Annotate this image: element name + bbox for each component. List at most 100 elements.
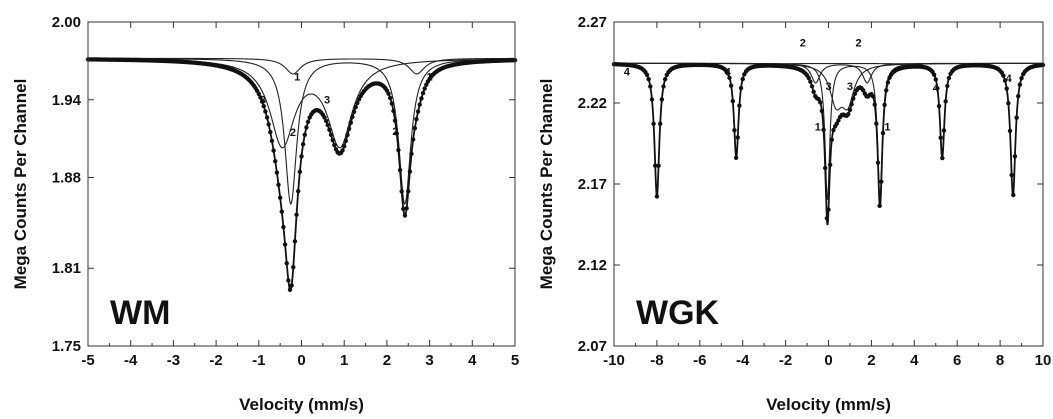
- x-tick-label: -6: [693, 352, 706, 369]
- data-point: [266, 122, 271, 127]
- data-point: [279, 209, 284, 214]
- data-point: [406, 189, 411, 194]
- x-tick-label: 8: [996, 352, 1004, 369]
- peak-annotation: 2: [855, 37, 861, 49]
- peak-annotation: 2: [800, 37, 806, 49]
- data-point: [1016, 93, 1021, 99]
- peak-annotation: 4: [1006, 73, 1013, 85]
- data-point: [827, 162, 833, 167]
- x-tick-label: 4: [468, 352, 477, 369]
- x-tick-label: 4: [910, 352, 919, 369]
- data-point: [1004, 86, 1009, 91]
- y-tick-label: 1.75: [52, 338, 81, 355]
- panel-label: WM: [110, 294, 170, 332]
- x-axis-title: Velocity (mm/s): [766, 395, 891, 414]
- data-point: [291, 264, 296, 270]
- x-tick-label: -4: [124, 352, 138, 369]
- chart-panel-wgk: -10 -8 -6 -4 -2 0 2 4 6 8 10 2.07 2.12 2.17 2.22 2.27 Ve…: [537, 14, 1051, 414]
- peak-annotation: 1: [294, 71, 300, 83]
- peak-annotation: 2: [392, 126, 398, 138]
- peak-annotation: 1: [427, 71, 433, 83]
- data-point: [884, 88, 889, 93]
- data-point: [730, 98, 735, 104]
- data-point: [826, 207, 831, 212]
- data-point: [808, 79, 813, 84]
- data-point: [355, 100, 360, 106]
- y-tick-label: 1.94: [52, 92, 82, 109]
- data-point: [849, 102, 854, 107]
- data-point: [875, 160, 881, 165]
- data-point: [256, 91, 261, 97]
- data-point: [289, 283, 294, 288]
- data-point: [392, 118, 398, 123]
- data-point: [728, 83, 734, 88]
- peak-annotation: 4: [933, 83, 940, 95]
- data-point: [1019, 75, 1024, 81]
- data-point: [870, 94, 876, 99]
- data-point: [325, 122, 330, 128]
- data-point: [302, 132, 307, 137]
- peak-annotation: 3: [825, 81, 831, 93]
- x-tick-label: 3: [425, 352, 433, 369]
- x-tick-label: 0: [297, 352, 305, 369]
- data-point: [649, 97, 655, 102]
- data-point: [294, 212, 299, 217]
- data-point: [386, 91, 391, 96]
- y-tick-label: 2.17: [578, 176, 607, 193]
- x-tick-label: -4: [736, 352, 750, 369]
- data-point: [1011, 192, 1016, 198]
- data-point: [351, 109, 357, 114]
- data-point: [831, 127, 836, 133]
- data-point: [819, 108, 825, 114]
- data-point: [662, 77, 668, 82]
- data-point: [417, 102, 422, 107]
- data-points: [611, 61, 1046, 221]
- data-point: [389, 101, 395, 106]
- y-tick-label: 1.81: [52, 260, 81, 277]
- data-point: [661, 84, 666, 89]
- data-point: [412, 126, 418, 131]
- data-point: [342, 144, 347, 149]
- data-point: [872, 102, 877, 107]
- data-point: [397, 167, 403, 173]
- peak-annotation: 1: [884, 122, 890, 134]
- data-point: [653, 163, 658, 168]
- data-point: [282, 242, 288, 247]
- data-point: [931, 72, 937, 77]
- data-point: [414, 117, 419, 122]
- data-point: [659, 97, 665, 102]
- data-point: [277, 195, 283, 200]
- data-point: [656, 163, 661, 168]
- data-point: [271, 148, 276, 153]
- data-point: [851, 96, 856, 101]
- peak-annotation: 4: [725, 66, 732, 78]
- data-point: [343, 138, 349, 144]
- data-point: [651, 121, 656, 127]
- data-point: [409, 151, 414, 156]
- data-point: [737, 103, 742, 108]
- data-point: [658, 121, 663, 127]
- subspectrum-2: [88, 58, 515, 206]
- data-point: [273, 158, 278, 164]
- data-point: [396, 147, 401, 153]
- data-point: [829, 137, 834, 142]
- data-point: [811, 89, 816, 94]
- x-tick-label: 2: [383, 352, 391, 369]
- data-points: [85, 57, 518, 293]
- data-point: [1006, 101, 1011, 106]
- data-point: [276, 182, 281, 187]
- data-point: [296, 188, 301, 194]
- x-tick-label: -10: [603, 352, 625, 369]
- data-point: [402, 213, 408, 218]
- data-point: [286, 278, 291, 283]
- data-point: [1017, 82, 1023, 87]
- data-point: [846, 111, 851, 117]
- data-point: [836, 118, 841, 123]
- data-point: [940, 155, 945, 161]
- data-point: [268, 129, 273, 135]
- data-point: [328, 132, 334, 138]
- data-point: [407, 169, 413, 174]
- data-point: [732, 127, 737, 133]
